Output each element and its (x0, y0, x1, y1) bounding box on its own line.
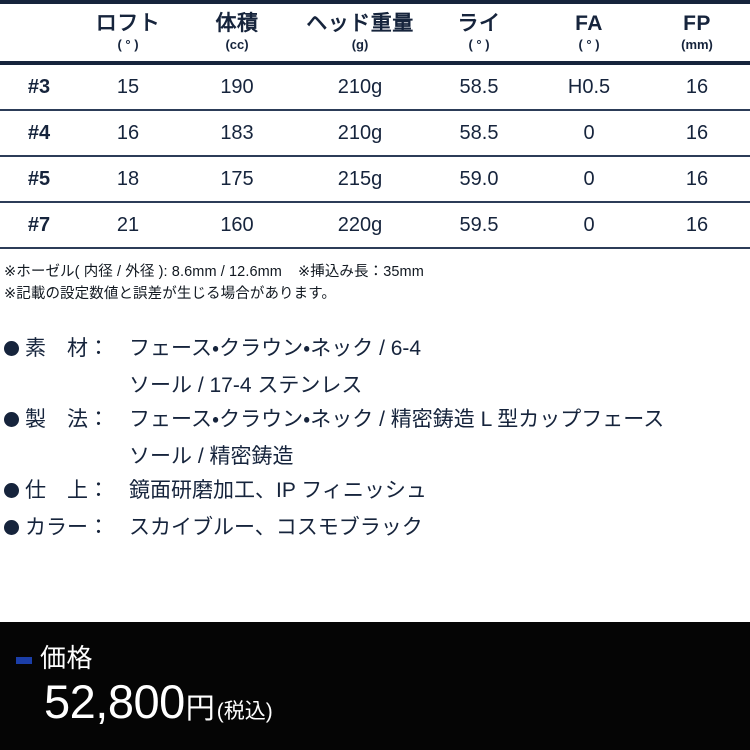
footnote-hosel: ※ホーゼル( 内径 / 外径 ): 8.6mm / 12.6mm (4, 264, 282, 281)
footnotes: ※ホーゼル( 内径 / 外径 ): 8.6mm / 12.6mm ※挿込み長：35… (2, 262, 750, 306)
price-currency: 円 (185, 692, 215, 725)
cell-lie: 58.5 (424, 63, 534, 112)
price-tax-note: (税込) (216, 699, 273, 723)
spec-value-finish: 鏡面研磨加工、IP フィニッシュ (129, 478, 427, 502)
cell-model: #4 (0, 110, 78, 158)
price-amount: 52,800 (44, 674, 185, 728)
cell-volume: 190 (178, 63, 296, 112)
price-heading-label: 価格 (40, 643, 94, 673)
spec-bullet-list: 素 材： フェース・クラウン・ネック / 6-4 ソール / 17-4 ステンレ… (0, 332, 750, 548)
spec-subvalue-material: ソール / 17-4 ステンレス (129, 373, 363, 397)
list-item: 素 材： フェース・クラウン・ネック / 6-4 ソール / 17-4 ステンレ… (4, 332, 750, 403)
table-row: #4 16 183 210g 58.5 0 16 (0, 110, 750, 158)
bullet-dot-icon (4, 411, 19, 427)
cell-model: #7 (0, 202, 78, 250)
cell-fp: 16 (644, 63, 750, 112)
price-band: 価格 52,800 円 (税込) (0, 622, 750, 750)
header-label-volume: 体積 (215, 12, 259, 35)
footnote-line-1: ※ホーゼル( 内径 / 外径 ): 8.6mm / 12.6mm ※挿込み長：35… (4, 262, 744, 284)
header-cell-loft: ロフト ( ° ) (78, 2, 178, 66)
cell-head-weight: 210g (296, 63, 424, 112)
table-row: #5 18 175 215g 59.0 0 16 (0, 156, 750, 204)
spec-value-color: スカイブルー、コスモブラック (129, 515, 423, 539)
spec-table-body: #3 15 190 210g 58.5 H0.5 16 #4 16 183 21… (0, 63, 750, 250)
cell-model: #5 (0, 156, 78, 204)
header-cell-model (0, 2, 78, 66)
footnote-insert-length: ※挿込み長：35mm (297, 264, 424, 281)
spec-table-header: ロフト ( ° ) 体積 (cc) ヘッド重量 (g) ライ ( ° ) (0, 2, 750, 66)
cell-volume: 175 (178, 156, 296, 204)
header-unit-volume: (cc) (225, 37, 249, 53)
list-item: 仕 上： 鏡面研磨加工、IP フィニッシュ (4, 474, 750, 508)
header-cell-volume: 体積 (cc) (178, 2, 296, 66)
cell-head-weight: 210g (296, 110, 424, 158)
header-cell-fa: FA ( ° ) (534, 2, 644, 66)
table-row: #7 21 160 220g 59.5 0 16 (0, 202, 750, 250)
spec-value-construction: フェース・クラウン・ネック / 精密鋳造 L 型カップフェース (129, 407, 665, 431)
header-row: ロフト ( ° ) 体積 (cc) ヘッド重量 (g) ライ ( ° ) (0, 2, 750, 66)
bullet-dot-icon (4, 482, 19, 498)
bullet-dot-icon (4, 519, 19, 535)
spec-subrow-material: ソール / 17-4 ステンレス (4, 369, 750, 403)
header-label-lie: ライ (457, 12, 501, 35)
header-label-loft: ロフト (95, 12, 161, 35)
cell-loft: 18 (78, 156, 178, 204)
header-cell-fp: FP (mm) (644, 2, 750, 66)
list-item: カラー： スカイブルー、コスモブラック (4, 511, 750, 545)
table-row: #3 15 190 210g 58.5 H0.5 16 (0, 63, 750, 112)
cell-head-weight: 215g (296, 156, 424, 204)
spec-table-container: ロフト ( ° ) 体積 (cc) ヘッド重量 (g) ライ ( ° ) (0, 0, 750, 250)
header-label-fa: FA (575, 12, 603, 35)
spec-label-construction: 製 法： (25, 407, 109, 431)
cell-model: #3 (0, 63, 78, 112)
header-cell-lie: ライ ( ° ) (424, 2, 534, 66)
spec-row-construction: 製 法： フェース・クラウン・ネック / 精密鋳造 L 型カップフェース (4, 403, 750, 437)
spec-table: ロフト ( ° ) 体積 (cc) ヘッド重量 (g) ライ ( ° ) (0, 0, 750, 250)
spec-row-color: カラー： スカイブルー、コスモブラック (4, 511, 750, 545)
cell-fa: H0.5 (534, 63, 644, 112)
cell-loft: 15 (78, 63, 178, 112)
cell-lie: 58.5 (424, 110, 534, 158)
cell-loft: 21 (78, 202, 178, 250)
spec-label-finish: 仕 上： (25, 478, 109, 502)
header-unit-fp: (mm) (681, 37, 713, 53)
cell-fp: 16 (644, 202, 750, 250)
cell-fa: 0 (534, 202, 644, 250)
cell-fp: 16 (644, 156, 750, 204)
spec-label-color: カラー： (25, 515, 109, 539)
cell-head-weight: 220g (296, 202, 424, 250)
spec-row-finish: 仕 上： 鏡面研磨加工、IP フィニッシュ (4, 474, 750, 508)
cell-fa: 0 (534, 110, 644, 158)
header-label-head-weight: ヘッド重量 (306, 12, 414, 35)
header-cell-head-weight: ヘッド重量 (g) (296, 2, 424, 66)
spec-value-material: フェース・クラウン・ネック / 6-4 (129, 336, 422, 360)
cell-volume: 183 (178, 110, 296, 158)
spec-subrow-construction: ソール / 精密鋳造 (4, 440, 750, 474)
cell-lie: 59.5 (424, 202, 534, 250)
header-unit-head-weight: (g) (351, 37, 369, 53)
header-unit-loft: ( ° ) (117, 37, 139, 53)
header-unit-fa: ( ° ) (578, 37, 600, 53)
cell-volume: 160 (178, 202, 296, 250)
cell-fa: 0 (534, 156, 644, 204)
cell-loft: 16 (78, 110, 178, 158)
cell-lie: 59.0 (424, 156, 534, 204)
price-marker-icon (16, 656, 32, 664)
cell-fp: 16 (644, 110, 750, 158)
header-unit-lie: ( ° ) (468, 37, 490, 53)
price-heading-row: 価格 (16, 644, 750, 673)
price-amount-row: 52,800 円 (税込) (44, 674, 750, 728)
footnote-line-2: ※記載の設定数値と誤差が生じる場合があります。 (4, 286, 336, 302)
list-item: 製 法： フェース・クラウン・ネック / 精密鋳造 L 型カップフェース ソール… (4, 403, 750, 474)
header-label-fp: FP (683, 12, 711, 35)
spec-label-material: 素 材： (25, 336, 109, 360)
bullet-dot-icon (4, 340, 19, 356)
spec-row-material: 素 材： フェース・クラウン・ネック / 6-4 (4, 332, 750, 366)
spec-subvalue-construction: ソール / 精密鋳造 (129, 444, 294, 468)
